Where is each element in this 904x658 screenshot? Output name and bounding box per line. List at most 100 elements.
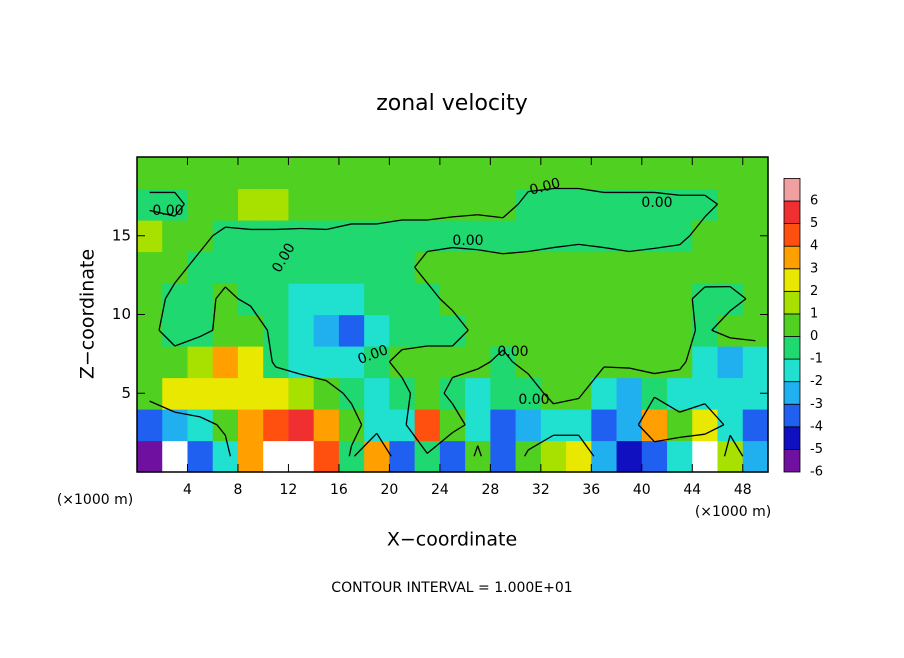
cell (339, 157, 365, 189)
cell (364, 441, 390, 473)
cell (541, 409, 567, 441)
cell (288, 189, 314, 221)
cell (263, 378, 289, 410)
cell (187, 157, 213, 189)
cell (541, 315, 567, 347)
cell (314, 315, 340, 347)
cell (263, 409, 289, 441)
cell (187, 441, 213, 473)
cell (490, 220, 516, 252)
cell (389, 315, 415, 347)
cell (213, 220, 239, 252)
cell (263, 441, 289, 473)
colorbar-label: -6 (810, 465, 823, 480)
cell (718, 189, 744, 221)
cell (516, 283, 542, 315)
cell (162, 315, 188, 347)
cell (187, 346, 213, 378)
cell (162, 283, 188, 315)
cell (566, 283, 592, 315)
cell (389, 378, 415, 410)
cell (490, 283, 516, 315)
cell (213, 189, 239, 221)
cell (187, 189, 213, 221)
x-tick-label: 28 (481, 482, 499, 498)
colorbar-label: 1 (810, 306, 818, 321)
cell (263, 283, 289, 315)
cell (415, 189, 441, 221)
cell (566, 220, 592, 252)
cell (617, 220, 643, 252)
cell (288, 283, 314, 315)
cell (339, 189, 365, 221)
cell (137, 157, 163, 189)
cell (288, 346, 314, 378)
cell (667, 157, 693, 189)
cell (187, 409, 213, 441)
cell (617, 441, 643, 473)
cell (743, 441, 769, 473)
cell (465, 378, 491, 410)
x-axis-label: X−coordinate (387, 529, 517, 551)
colorbar-label: -4 (810, 419, 823, 434)
x-tick-label: 40 (633, 482, 651, 498)
cell (187, 283, 213, 315)
footer: CONTOUR INTERVAL = 1.000E+01 (331, 580, 572, 596)
cell (490, 378, 516, 410)
colorbar-label: 2 (810, 284, 818, 299)
cell (743, 409, 769, 441)
cell (162, 220, 188, 252)
cell (667, 283, 693, 315)
cell (314, 441, 340, 473)
cell (238, 346, 264, 378)
x-tick-label: 48 (734, 482, 752, 498)
cell (617, 346, 643, 378)
x-tick-label: 20 (380, 482, 398, 498)
cell (692, 252, 718, 284)
cell (314, 189, 340, 221)
cell (238, 252, 264, 284)
cell (162, 252, 188, 284)
cell (465, 441, 491, 473)
colorbar-label: -5 (810, 442, 823, 457)
colorbar-label: 5 (810, 216, 818, 231)
cell (137, 252, 163, 284)
cell (490, 157, 516, 189)
x-tick-label: 36 (582, 482, 600, 498)
colorbar-band (784, 269, 800, 292)
colorbar-band (784, 359, 800, 382)
cell (617, 157, 643, 189)
cell (566, 189, 592, 221)
colorbar-band (784, 382, 800, 405)
cell (465, 346, 491, 378)
colorbar-label: 6 (810, 194, 818, 209)
cell (415, 283, 441, 315)
cell (541, 252, 567, 284)
cell (440, 157, 466, 189)
cell (263, 189, 289, 221)
cell (591, 157, 617, 189)
contour-label: 0.00 (518, 392, 549, 408)
x-tick-label: 12 (280, 482, 298, 498)
cell (718, 220, 744, 252)
cell (314, 252, 340, 284)
cell (389, 441, 415, 473)
cell (591, 315, 617, 347)
cell (187, 378, 213, 410)
cell (339, 220, 365, 252)
cell (692, 283, 718, 315)
cell (718, 252, 744, 284)
cell (263, 157, 289, 189)
cell (718, 346, 744, 378)
colorbar-band (784, 291, 800, 314)
cell (314, 346, 340, 378)
cell (718, 157, 744, 189)
cell (743, 252, 769, 284)
cell (490, 189, 516, 221)
cell (440, 315, 466, 347)
cell (490, 441, 516, 473)
cell (692, 157, 718, 189)
cell (692, 346, 718, 378)
cell (415, 315, 441, 347)
cell (288, 378, 314, 410)
